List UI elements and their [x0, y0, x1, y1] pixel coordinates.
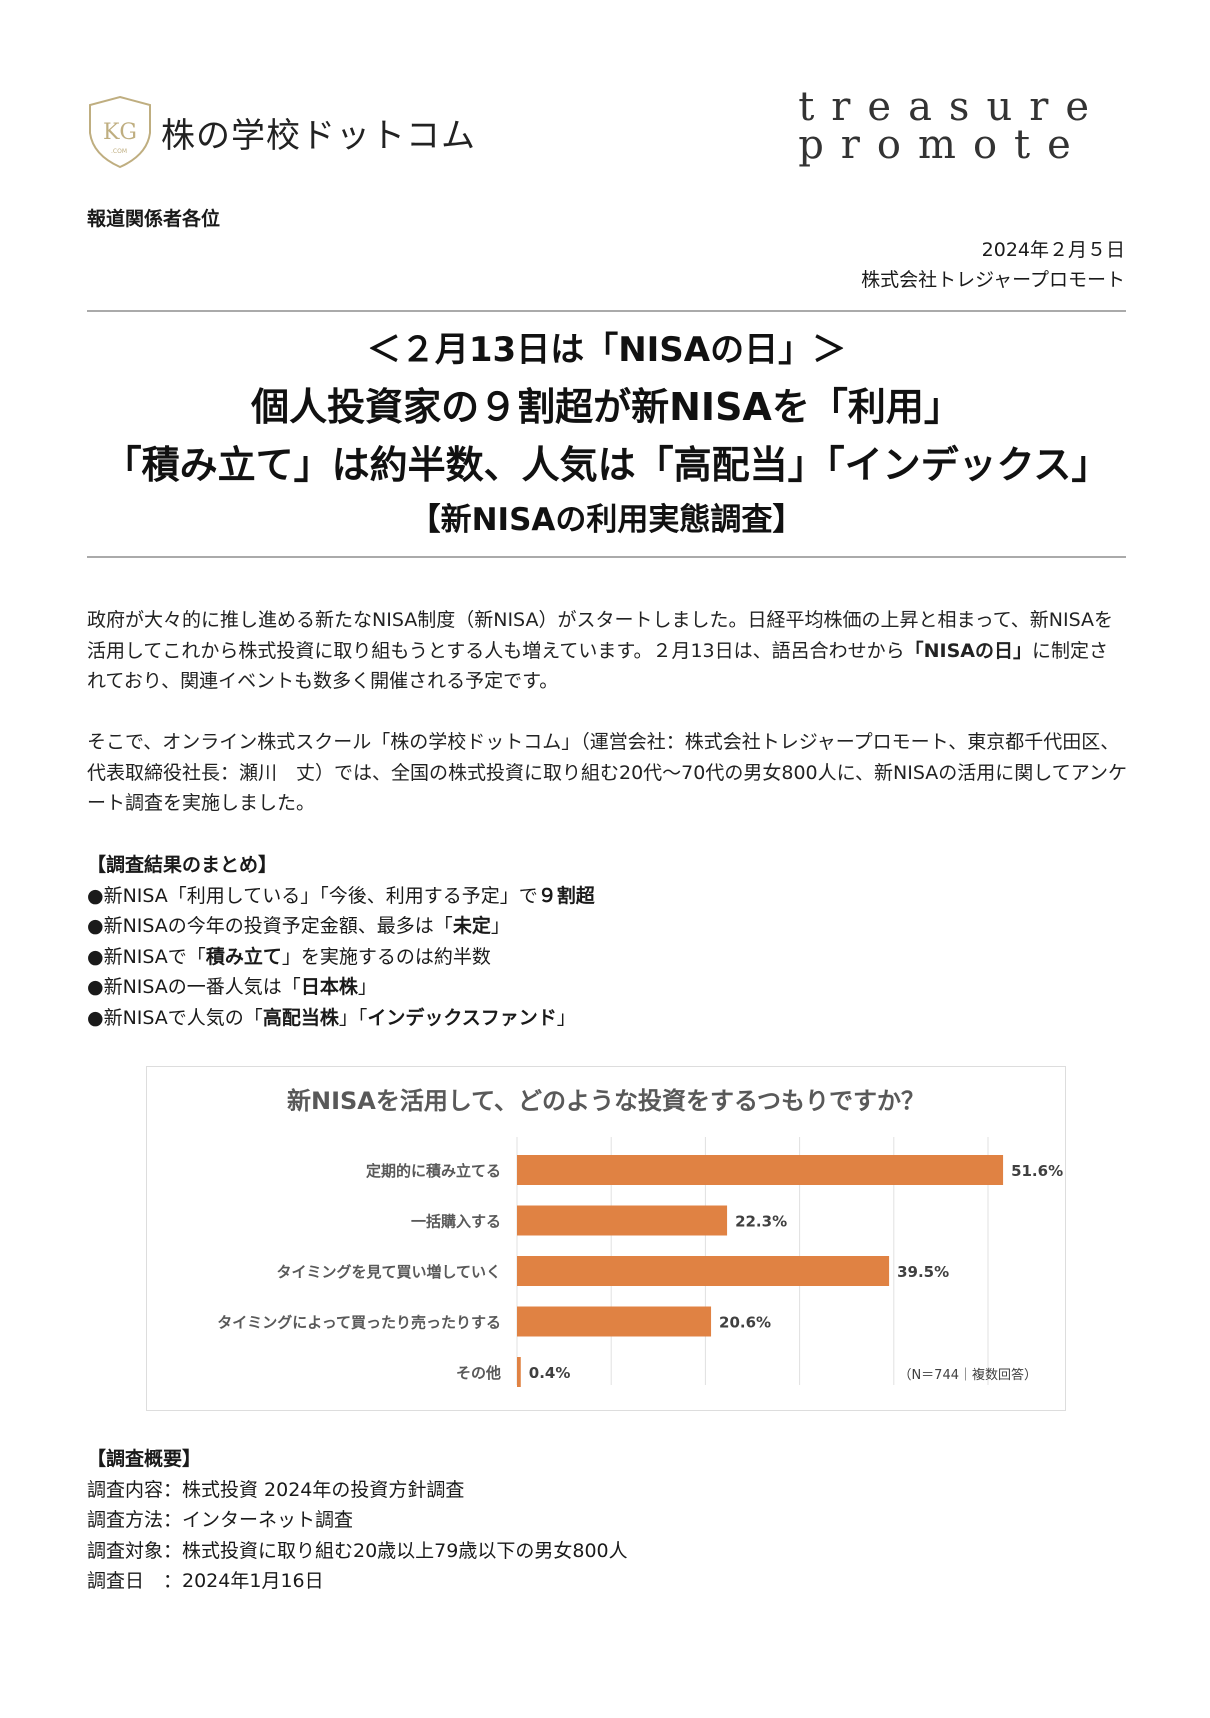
text: インデックスファンド — [367, 1006, 557, 1029]
intro-paragraph: 政府が大々的に推し進める新たなNISA制度（新NISA）がスタートしました。日経… — [87, 605, 1127, 697]
data-label: 0.4% — [529, 1364, 571, 1382]
bar — [517, 1306, 712, 1337]
list-item: ●新NISAで「積み立て」を実施するのは約半数 — [87, 942, 595, 973]
headline-line: ＜２月13日は「NISAの日」＞ — [366, 330, 847, 370]
svg-text:.COM: .COM — [111, 148, 127, 155]
survey-row: 調査日 ：2024年1月16日 — [87, 1570, 324, 1592]
company-name: 株式会社トレジャープロモート — [861, 269, 1125, 291]
category-label: 一括購入する — [411, 1213, 501, 1231]
text: ●新NISAで「 — [87, 945, 206, 968]
list-item: ●新NISAの一番人気は「日本株」 — [87, 972, 595, 1003]
text: ●新NISAの今年の投資予定金額、最多は「 — [87, 915, 453, 937]
text: ●新NISAで人気の「 — [87, 1006, 263, 1029]
headline-line: 「積み立て」は約半数、人気は「高配当」「インデックス」 — [103, 443, 1110, 487]
addressee: 報道関係者各位 — [87, 208, 221, 230]
text: 」 — [556, 1006, 576, 1029]
headline-line: 【新NISAの利用実態調査】 — [409, 502, 804, 538]
chart-plot: 定期的に積み立てる 51.6% 一括購入する 22.3% タイミングを見て買い増していく… — [217, 1137, 1063, 1387]
text: 「NISAの日」 — [904, 639, 1032, 662]
treasure-promote-logo: treasure promote — [798, 84, 1106, 168]
survey-paragraph: そこで、オンライン株式スクール「株の学校ドットコム」（運営会社：株式会社トレジャ… — [87, 731, 1127, 814]
survey-overview: 【調査概要】 調査内容：株式投資 2024年の投資方針調査 調査方法：インターネ… — [87, 1444, 628, 1597]
bar — [517, 1205, 728, 1236]
category-label: 定期的に積み立てる — [366, 1162, 501, 1180]
chart-title: 新NISAを活用して、どのような投資をするつもりですか？ — [287, 1087, 925, 1115]
summary-list: 【調査結果のまとめ】 ●新NISA「利用している」「今後、利用する予定」で９割超… — [87, 850, 595, 1033]
list-item: ●新NISA「利用している」「今後、利用する予定」で９割超 — [87, 881, 595, 912]
survey-heading: 【調査概要】 — [87, 1448, 202, 1470]
text: に制定されており、関連イベントも数多く開催される予定です。 — [87, 639, 1109, 693]
release-date: 2024年２月５日 — [981, 239, 1125, 261]
text: 高配当株 — [262, 1006, 339, 1029]
summary-heading: 【調査結果のまとめ】 — [87, 854, 278, 876]
bar — [517, 1357, 521, 1387]
survey-row: 調査内容：株式投資 2024年の投資方針調査 — [87, 1478, 465, 1501]
chart-note: （N＝744｜複数回答） — [898, 1367, 1037, 1383]
text: ●新NISA「利用している」「今後、利用する予定」で — [87, 884, 538, 907]
data-label: 39.5% — [897, 1263, 949, 1281]
headline-line: 個人投資家の９割超が新NISAを「利用」 — [251, 385, 962, 429]
text: 政府が大々的に推し進める新たなNISA制度（新NISA）がスタートしました。日経… — [87, 609, 1114, 662]
bar — [517, 1155, 1004, 1185]
data-label: 20.6% — [719, 1314, 771, 1332]
headline: ＜２月13日は「NISAの日」＞ 個人投資家の９割超が新NISAを「利用」 「積… — [87, 322, 1126, 546]
survey-row: 調査対象：株式投資に取り組む20歳以上79歳以下の男女800人 — [87, 1539, 628, 1562]
shield-emblem-icon: KG .COM — [89, 95, 151, 169]
logo-name: 株の学校ドットコム — [161, 115, 476, 156]
text: 未定 — [452, 915, 491, 937]
category-label: タイミングを見て買い増していく — [276, 1263, 501, 1281]
text: 日本株 — [300, 976, 358, 998]
category-label: タイミングによって買ったり売ったりする — [217, 1314, 501, 1332]
bar-chart: 新NISAを活用して、どのような投資をするつもりですか？ 定期的に積み立てる 51… — [146, 1066, 1066, 1411]
kabu-no-gakko-logo: KG .COM 株の学校ドットコム — [87, 95, 476, 169]
text: ９割超 — [537, 884, 595, 907]
category-label: その他 — [456, 1364, 501, 1382]
svg-text:KG: KG — [103, 120, 137, 145]
list-item: ●新NISAで人気の「高配当株」「インデックスファンド」 — [87, 1003, 595, 1034]
survey-row: 調査方法：インターネット調査 — [87, 1509, 354, 1531]
data-label: 51.6% — [1011, 1162, 1063, 1180]
text: 」「 — [338, 1006, 368, 1029]
text: 」 — [490, 915, 510, 937]
logo-line-1: treasure — [798, 84, 1106, 130]
list-item: ●新NISAの今年の投資予定金額、最多は「未定」 — [87, 911, 595, 942]
divider — [87, 310, 1126, 312]
bar — [517, 1256, 890, 1286]
divider — [87, 556, 1126, 558]
text: 」 — [357, 976, 377, 998]
date-block: 2024年２月５日 株式会社トレジャープロモート — [861, 235, 1125, 295]
text: 積み立て — [205, 945, 282, 968]
text: 」を実施するのは約半数 — [281, 945, 491, 968]
text: ●新NISAの一番人気は「 — [87, 976, 301, 998]
logo-line-2: promote — [798, 122, 1088, 168]
data-label: 22.3% — [735, 1213, 787, 1231]
